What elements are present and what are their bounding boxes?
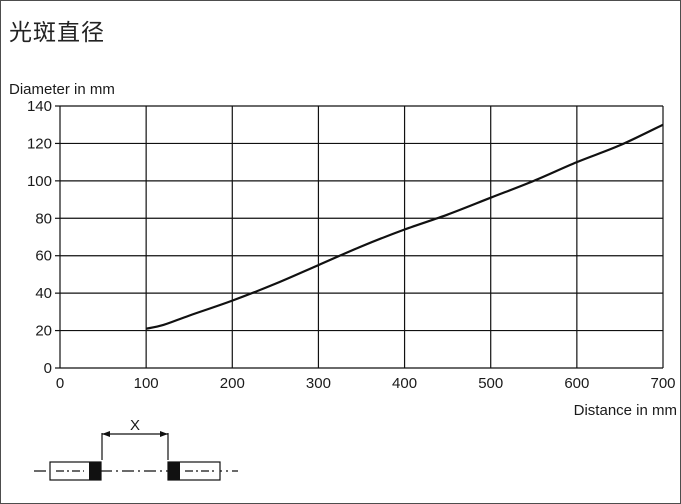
x-tick-label: 500	[478, 375, 503, 392]
x-tick-label: 0	[56, 375, 64, 392]
y-tick-label: 80	[35, 210, 52, 227]
y-tick-label: 60	[35, 248, 52, 265]
x-tick-label: 400	[392, 375, 417, 392]
y-tick-label: 100	[27, 173, 52, 190]
y-tick-label: 140	[27, 98, 52, 115]
y-tick-label: 120	[27, 135, 52, 152]
x-tick-label: 100	[134, 375, 159, 392]
grid	[55, 105, 664, 369]
y-tick-label: 40	[35, 285, 52, 302]
y-axis-label: Diameter in mm	[9, 81, 115, 98]
series-line-0	[145, 123, 664, 330]
x-axis-label: Distance in mm	[574, 402, 677, 419]
x-tick-label: 600	[564, 375, 589, 392]
x-tick-label: 700	[650, 375, 675, 392]
y-tick-label: 20	[35, 323, 52, 340]
x-tick-label: 200	[220, 375, 245, 392]
distance-x-label: X	[130, 417, 140, 434]
y-tick-label: 0	[44, 360, 52, 377]
beam-diagram: X	[34, 417, 238, 481]
chart-title: 光斑直径	[9, 20, 105, 46]
x-tick-label: 300	[306, 375, 331, 392]
tick-labels: 0 100 200 300 400 500 600 700 0 20 40 60 80 100 120 140	[27, 98, 676, 392]
